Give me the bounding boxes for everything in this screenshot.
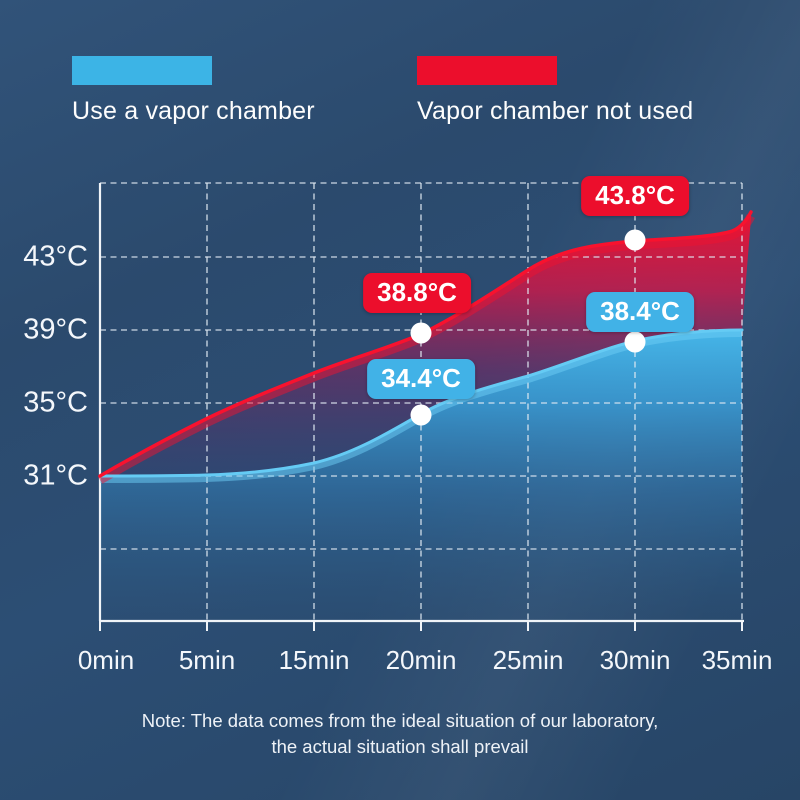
x-axis-label-5min: 5min <box>178 645 236 675</box>
x-axis-label-30min: 30min <box>599 645 671 675</box>
x-axis-ticks <box>99 621 743 631</box>
marker-blue-30min <box>624 331 646 353</box>
callout-blue-38-4: 38.4°C <box>586 292 694 332</box>
legend-item-no-vapor-chamber: Vapor chamber not used <box>417 56 693 126</box>
footnote-line-2: the actual situation shall prevail <box>271 736 529 757</box>
footnote: Note: The data comes from the ideal situ… <box>0 708 800 760</box>
x-axis-label-0min: 0min <box>77 645 135 675</box>
x-axis-label-15min: 15min <box>278 645 350 675</box>
marker-red-30min <box>624 229 646 251</box>
callout-red-38-8: 38.8°C <box>363 273 471 313</box>
legend-label-no-vapor-chamber: Vapor chamber not used <box>417 97 694 125</box>
legend-swatch-blue <box>72 56 212 85</box>
red-area-fill <box>100 212 751 476</box>
red-series-line <box>98 210 753 478</box>
legend-swatch-red <box>417 56 557 85</box>
y-axis-label-35: 35°C <box>23 386 88 419</box>
marker-red-20min <box>410 322 432 344</box>
callout-blue-34-4: 34.4°C <box>367 359 475 399</box>
y-axis-label-31: 31°C <box>23 459 88 492</box>
legend-item-vapor-chamber: Use a vapor chamber <box>72 56 315 126</box>
x-axis-label-35min: 35min <box>701 645 773 675</box>
x-axis-label-25min: 25min <box>492 645 564 675</box>
marker-blue-20min <box>410 404 432 426</box>
callout-red-43-8: 43.8°C <box>581 176 689 216</box>
y-axis-label-43: 43°C <box>23 240 88 273</box>
y-axis-label-39: 39°C <box>23 313 88 346</box>
footnote-line-1: Note: The data comes from the ideal situ… <box>141 710 659 731</box>
x-axis-label-20min: 20min <box>385 645 457 675</box>
legend-label-vapor-chamber: Use a vapor chamber <box>72 97 315 125</box>
red-line-glow <box>97 213 756 484</box>
